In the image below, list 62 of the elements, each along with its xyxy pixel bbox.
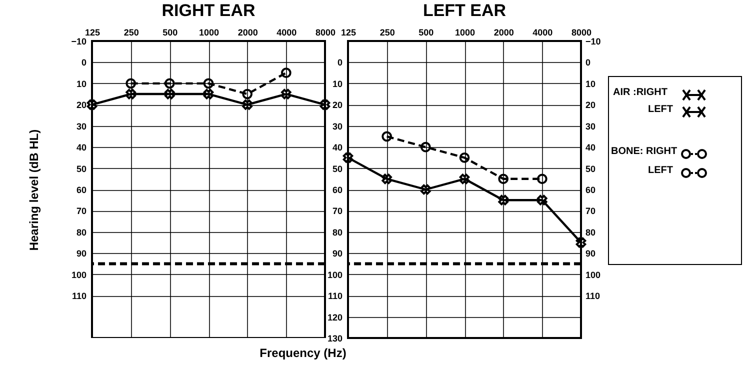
y2-tick-label: 110 [586,291,600,302]
chart-title: RIGHT EAR [162,1,256,20]
y-tick-label: 10 [332,78,342,89]
x-tick-label: 2000 [494,28,514,38]
y-tick-label: 100 [71,270,86,280]
y-tick-label: 40 [332,142,342,153]
y-tick-label: 30 [332,121,342,132]
x-tick-label: 4000 [532,28,553,38]
y2-tick-label: 60 [586,185,596,195]
x-tick-label: 4000 [276,28,297,38]
y-tick-label: 20 [76,100,86,110]
x-tick-label: 125 [340,28,356,38]
y-axis-title: Hearing level (dB HL) [27,129,42,251]
x-tick-label: 500 [162,28,178,38]
y2-tick-label: 70 [586,206,596,216]
y2-tick-label: 20 [586,100,596,110]
y-tick-label: 80 [332,227,342,238]
text: LEFT [648,104,673,115]
y2-tick-label: 10 [586,78,596,89]
y-tick-label: 100 [327,270,342,280]
y-tick-label: 50 [76,164,86,174]
y-tick-label: 30 [76,121,86,132]
y2-tick-label: 100 [586,270,601,280]
y-tick-label: 80 [76,227,86,238]
x-tick-label: 8000 [315,28,336,38]
y-tick-label: 0 [337,58,342,68]
y-tick-label: 130 [327,334,342,344]
y-tick-label: 50 [332,164,342,174]
y2-tick-label: 40 [586,142,596,153]
y-tick-label: 110 [328,291,342,302]
x-tick-label: 250 [380,28,395,38]
y-tick-label: 110 [72,291,86,302]
text: BONE: RIGHT [611,146,678,157]
y2-tick-label: −10 [586,36,601,46]
x-tick-label: 500 [418,28,434,38]
x-axis-title: Frequency (Hz) [258,346,348,360]
y-tick-label: 20 [332,100,342,110]
x-tick-label: 1000 [454,28,476,38]
y-tick-label: 40 [76,142,86,153]
y-tick-label: 60 [76,185,86,195]
y-tick-label: 10 [76,78,86,89]
y2-tick-label: 90 [586,248,596,259]
y-tick-label: 120 [327,312,342,322]
y-tick-label: −10 [71,36,86,46]
x-tick-label: 2000 [238,28,258,38]
y2-tick-label: 30 [586,121,596,132]
x-tick-label: 250 [124,28,139,38]
text: LEFT [648,165,673,176]
y2-tick-label: 50 [586,164,596,174]
y-tick-label: 90 [76,248,86,259]
y-tick-label: 90 [332,248,342,259]
x-tick-label: 125 [84,28,100,38]
y2-tick-label: 80 [586,227,596,238]
x-tick-label: 8000 [571,28,592,38]
y-tick-label: 70 [332,206,342,216]
chart-title: LEFT EAR [422,1,506,20]
y-tick-label: 0 [81,58,86,68]
y-tick-label: 60 [332,185,342,195]
y-tick-label: 70 [76,206,86,216]
x-tick-label: 1000 [198,28,220,38]
y2-tick-label: 0 [586,58,591,68]
text: AIR :RIGHT [613,87,668,98]
